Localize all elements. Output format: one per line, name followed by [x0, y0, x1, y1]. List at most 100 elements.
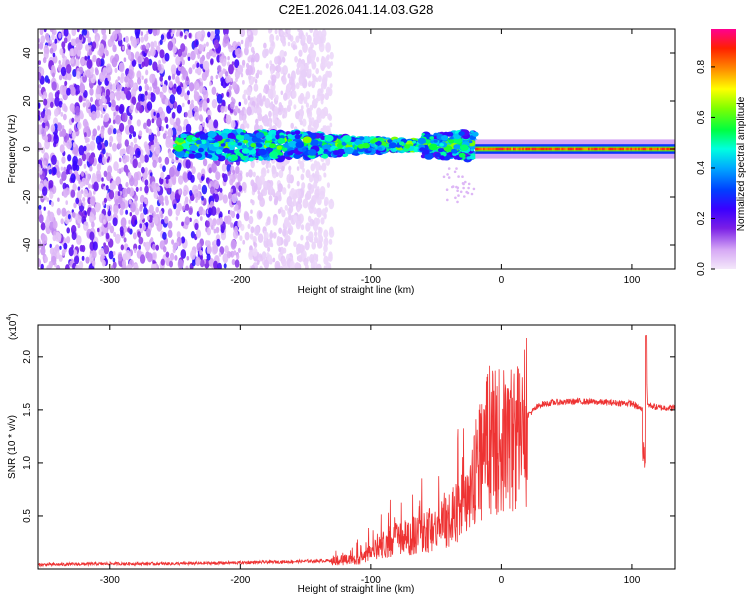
noise-cell [251, 61, 255, 68]
signal-cell [404, 144, 411, 149]
noise-cell [150, 41, 155, 49]
noise-cell [248, 30, 251, 36]
noise-cell [63, 29, 69, 37]
noise-cell [294, 56, 298, 63]
noise-cell [275, 34, 279, 41]
noise-cell [105, 49, 109, 57]
tail-cell [463, 195, 466, 198]
noise-cell [250, 226, 255, 234]
noise-cell [61, 171, 67, 182]
noise-cell [136, 102, 141, 111]
tone-core-cell [476, 147, 479, 151]
noise-cell [219, 56, 224, 64]
noise-cell [309, 29, 314, 33]
noise-cell [140, 36, 145, 43]
noise-cell [136, 70, 142, 80]
noise-cell [71, 131, 77, 139]
noise-cell [159, 91, 164, 99]
signal-cell [242, 139, 249, 144]
noise-cell [159, 163, 163, 169]
signal-cell [199, 133, 208, 140]
noise-cell [158, 156, 162, 163]
noise-cell [70, 38, 75, 46]
noise-cell [136, 37, 140, 45]
noise-cell [85, 143, 91, 152]
noise-cell [83, 188, 89, 198]
tone-core-cell [630, 147, 632, 151]
tone-core-cell [638, 147, 640, 151]
noise-cell [325, 93, 329, 100]
noise-cell [323, 229, 329, 239]
tone-core-cell [588, 147, 590, 151]
noise-cell [50, 124, 56, 133]
noise-cell [313, 181, 318, 189]
noise-cell [105, 232, 110, 240]
tone-core-cell [606, 147, 609, 151]
noise-cell [61, 52, 65, 59]
noise-cell [133, 248, 137, 254]
noise-cell [285, 84, 291, 93]
signal-cell [247, 146, 253, 151]
noise-cell [145, 221, 149, 228]
noise-cell [263, 259, 270, 269]
signal-cell [437, 148, 444, 153]
noise-cell [253, 76, 256, 82]
noise-cell [269, 102, 273, 110]
noise-cell [288, 165, 292, 172]
noise-cell [188, 32, 192, 39]
tone-core-cell [525, 147, 527, 151]
noise-cell [62, 188, 69, 198]
signal-cell [367, 147, 372, 151]
signal-cell [265, 146, 273, 153]
x-tick-label: -200 [230, 275, 250, 286]
noise-cell [95, 87, 100, 95]
noise-cell [281, 165, 285, 172]
noise-cell [232, 169, 236, 175]
noise-cell [100, 128, 105, 136]
noise-cell [42, 57, 47, 64]
noise-cell [222, 253, 229, 264]
signal-cell [174, 144, 184, 152]
noise-cell [156, 130, 161, 137]
noise-cell [162, 133, 167, 140]
noise-cell [49, 261, 53, 269]
noise-cell [293, 104, 297, 110]
noise-cell [202, 209, 206, 216]
noise-cell [272, 232, 277, 239]
noise-cell [171, 239, 175, 245]
noise-cell [295, 67, 300, 76]
noise-cell [286, 173, 293, 184]
noise-cell [309, 104, 314, 111]
noise-cell [63, 242, 68, 250]
noise-cell [107, 209, 112, 217]
noise-cell [267, 79, 271, 86]
tone-core-cell [481, 147, 484, 151]
noise-cell [49, 29, 54, 33]
tone-core-cell [484, 147, 487, 151]
signal-cell [211, 155, 219, 161]
noise-cell [141, 75, 144, 80]
noise-cell [308, 68, 312, 75]
noise-cell [49, 243, 52, 248]
signal-cell [412, 140, 417, 144]
noise-cell [262, 49, 268, 59]
noise-cell [160, 34, 165, 41]
noise-cell [198, 114, 203, 122]
tone-core-cell [660, 147, 662, 151]
noise-cell [322, 125, 328, 134]
signal-cell [448, 139, 455, 144]
noise-cell [185, 203, 190, 211]
noise-cell [212, 244, 219, 254]
tail-cell [466, 191, 470, 195]
noise-cell [91, 110, 97, 121]
noise-cell [299, 160, 305, 170]
noise-cell [122, 45, 125, 51]
noise-cell [69, 48, 74, 57]
noise-cell [40, 263, 44, 269]
noise-cell [227, 56, 230, 61]
noise-cell [82, 118, 88, 128]
noise-cell [298, 115, 303, 122]
noise-cell [171, 29, 176, 35]
noise-cell [234, 204, 239, 211]
signal-cell [425, 139, 432, 144]
